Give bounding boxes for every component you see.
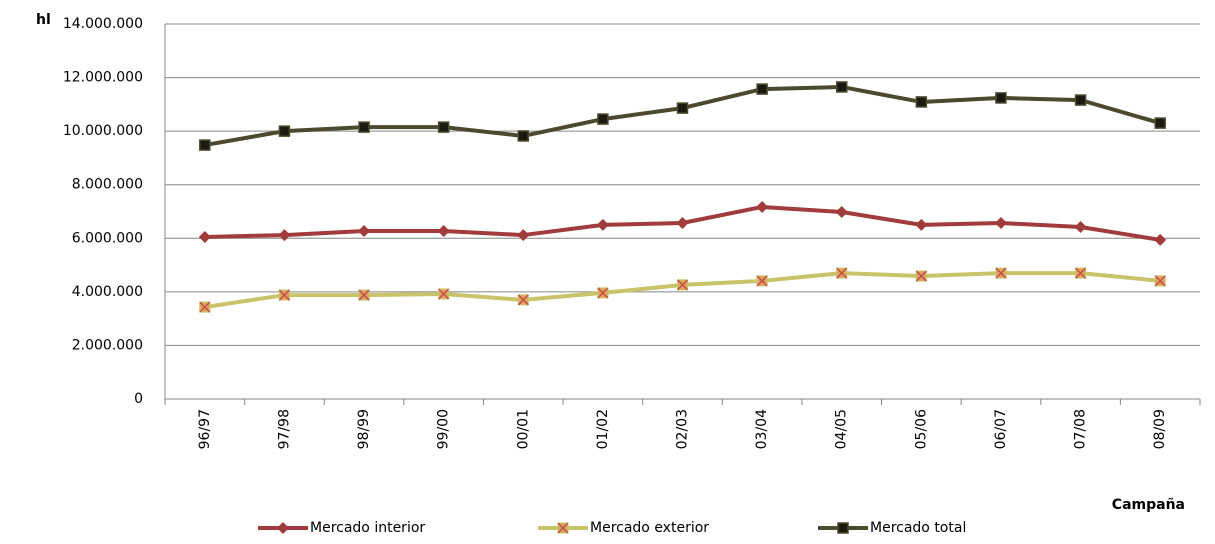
marker-cross — [756, 275, 768, 287]
marker — [596, 218, 609, 231]
marker — [915, 218, 928, 231]
x-tick-label: 96/97 — [197, 409, 213, 449]
marker-cross — [199, 301, 211, 313]
x-tick-label: 01/02 — [595, 409, 611, 449]
marker — [517, 294, 529, 306]
x-tick-label: 05/06 — [913, 409, 929, 449]
marker — [597, 113, 609, 125]
x-tick-label: 98/99 — [356, 409, 372, 449]
marker-cross — [517, 294, 529, 306]
x-tick-label: 97/98 — [276, 409, 292, 449]
marker — [835, 206, 848, 219]
marker — [1075, 267, 1087, 279]
marker — [517, 229, 530, 242]
y-tick-label: 0 — [134, 391, 143, 407]
y-tick-label: 12.000.000 — [63, 70, 143, 86]
x-tick-label: 99/00 — [436, 409, 452, 449]
marker — [837, 522, 849, 534]
marker-cross — [915, 270, 927, 282]
x-tick-label: 07/08 — [1073, 409, 1089, 449]
marker-cross — [995, 267, 1007, 279]
marker — [199, 301, 211, 313]
marker — [358, 121, 370, 133]
marker-cross — [557, 522, 569, 534]
x-axis-label: Campaña — [1112, 497, 1185, 513]
marker-cross — [836, 267, 848, 279]
marker — [1154, 275, 1166, 287]
marker — [676, 279, 689, 291]
series-line — [204, 84, 1161, 148]
marker — [915, 96, 928, 108]
marker — [756, 200, 769, 213]
marker-cross — [597, 287, 609, 299]
marker — [437, 225, 450, 238]
marker — [676, 217, 689, 230]
marker — [1154, 233, 1167, 246]
marker-cross — [1154, 275, 1166, 287]
marker — [1074, 221, 1087, 234]
marker-cross — [676, 279, 689, 291]
marker — [278, 229, 291, 242]
marker — [756, 83, 768, 95]
legend-label: Mercado exterior — [590, 520, 709, 536]
marker — [358, 289, 370, 301]
marker-cross — [1075, 267, 1087, 279]
y-tick-label: 4.000.000 — [72, 284, 143, 300]
y-tick-label: 14.000.000 — [63, 16, 143, 32]
marker — [198, 230, 211, 243]
marker — [437, 121, 450, 133]
x-tick-label: 00/01 — [515, 409, 531, 449]
marker — [756, 275, 768, 287]
legend-label: Mercado interior — [310, 520, 425, 536]
y-tick-label: 2.000.000 — [72, 337, 143, 353]
marker — [597, 287, 609, 299]
y-tick-label: 8.000.000 — [72, 177, 143, 193]
marker — [557, 522, 569, 534]
marker-cross — [438, 288, 450, 300]
marker — [994, 217, 1007, 230]
marker — [277, 522, 289, 534]
marker — [915, 270, 927, 282]
marker — [278, 289, 290, 301]
marker — [278, 125, 291, 137]
legend-label: Mercado total — [870, 520, 966, 536]
x-tick-label: 02/03 — [675, 409, 691, 449]
y-tick-label: 6.000.000 — [72, 230, 143, 246]
marker — [995, 92, 1007, 104]
marker — [835, 81, 848, 93]
marker — [438, 288, 450, 300]
marker — [995, 267, 1007, 279]
marker — [199, 139, 211, 151]
marker — [1074, 94, 1087, 106]
x-tick-label: 04/05 — [834, 409, 850, 449]
marker — [1154, 117, 1166, 129]
marker-cross — [278, 289, 290, 301]
marker — [676, 102, 689, 114]
x-tick-label: 08/09 — [1152, 409, 1168, 449]
marker — [836, 267, 848, 279]
marker — [517, 130, 530, 142]
y-axis-label: hl — [36, 12, 51, 28]
y-tick-label: 10.000.000 — [63, 123, 143, 139]
x-tick-label: 03/04 — [754, 409, 770, 449]
x-tick-label: 06/07 — [993, 409, 1009, 449]
marker — [358, 225, 371, 238]
marker-cross — [358, 289, 370, 301]
